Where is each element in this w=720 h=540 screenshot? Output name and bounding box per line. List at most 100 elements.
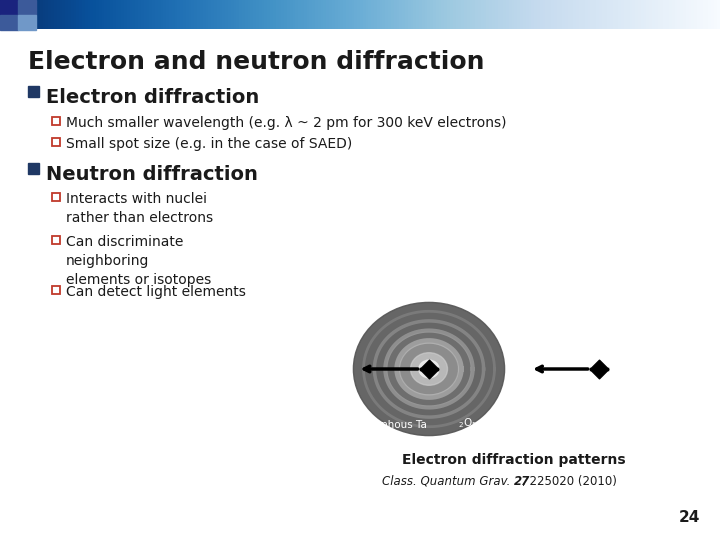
Point [538, 357, 549, 366]
Point [617, 344, 629, 353]
Text: Small spot size (e.g. in the case of SAED): Small spot size (e.g. in the case of SAE… [66, 137, 352, 151]
Text: Crystalline Ta: Crystalline Ta [523, 420, 593, 430]
Point [601, 316, 613, 325]
Text: (b): (b) [522, 304, 534, 313]
Text: Electron diffraction patterns: Electron diffraction patterns [402, 453, 626, 467]
Point [617, 428, 629, 436]
Text: Amorphous Ta: Amorphous Ta [354, 420, 427, 430]
Bar [0, 0, 18, 15]
Point [617, 414, 629, 422]
Point [554, 414, 565, 422]
Text: 27: 27 [514, 475, 530, 488]
Point [633, 357, 644, 366]
Point [617, 372, 629, 380]
Point [570, 428, 581, 436]
Bar [52, 236, 60, 244]
Point [593, 364, 605, 373]
Point [617, 357, 629, 366]
Circle shape [370, 317, 488, 421]
Text: , 225020 (2010): , 225020 (2010) [522, 475, 617, 488]
Point [601, 372, 613, 380]
Point [522, 357, 534, 366]
Point [665, 386, 676, 394]
Bar [18, 15, 36, 30]
Point [617, 302, 629, 310]
Point [633, 344, 644, 353]
Circle shape [419, 360, 439, 378]
Point [585, 372, 597, 380]
Point [570, 386, 581, 394]
Point [522, 386, 534, 394]
Text: Class. Quantum Grav.: Class. Quantum Grav. [382, 475, 514, 488]
Point [585, 386, 597, 394]
Text: Can discriminate
neighboring
elements or isotopes: Can discriminate neighboring elements or… [66, 235, 211, 287]
Point [554, 372, 565, 380]
Point [649, 330, 660, 339]
Text: Electron diffraction: Electron diffraction [46, 88, 259, 107]
Point [649, 357, 660, 366]
Point [554, 400, 565, 408]
Point [585, 344, 597, 353]
Point [554, 344, 565, 353]
Point [554, 330, 565, 339]
Point [570, 372, 581, 380]
Bar [18, 0, 36, 15]
Circle shape [387, 332, 471, 406]
Point [649, 344, 660, 353]
Point [617, 400, 629, 408]
Text: Electron and neutron diffraction: Electron and neutron diffraction [28, 50, 485, 74]
Point [570, 414, 581, 422]
Point [538, 344, 549, 353]
Point [585, 357, 597, 366]
Bar [28, 86, 39, 97]
Point [522, 344, 534, 353]
Point [601, 414, 613, 422]
Point [593, 364, 605, 373]
Point [554, 316, 565, 325]
Text: $_2$O$_5$: $_2$O$_5$ [459, 416, 477, 430]
Point [570, 344, 581, 353]
Point [649, 372, 660, 380]
Text: (a): (a) [352, 304, 364, 313]
Bar [28, 163, 39, 174]
Point [601, 330, 613, 339]
Point [585, 302, 597, 310]
Text: Can detect light elements: Can detect light elements [66, 285, 246, 299]
Point [601, 302, 613, 310]
Point [585, 428, 597, 436]
Point [601, 357, 613, 366]
Bar [52, 286, 60, 294]
Point [585, 330, 597, 339]
Text: Much smaller wavelength (e.g. λ ~ 2 pm for 300 keV electrons): Much smaller wavelength (e.g. λ ~ 2 pm f… [66, 116, 506, 130]
Point [570, 357, 581, 366]
Point [665, 372, 676, 380]
Point [601, 344, 613, 353]
Point [538, 400, 549, 408]
Point [633, 386, 644, 394]
Bar [52, 117, 60, 125]
Bar [52, 193, 60, 201]
Point [601, 428, 613, 436]
Point [601, 386, 613, 394]
Circle shape [410, 353, 448, 385]
Text: 24: 24 [679, 510, 700, 525]
Circle shape [400, 343, 459, 395]
Point [423, 364, 435, 373]
Point [617, 330, 629, 339]
Circle shape [354, 302, 505, 436]
Point [522, 372, 534, 380]
Circle shape [425, 365, 433, 373]
Point [633, 372, 644, 380]
Bar [52, 138, 60, 146]
Point [649, 400, 660, 408]
Point [570, 400, 581, 408]
Point [570, 302, 581, 310]
Point [649, 386, 660, 394]
Bar [0, 15, 18, 30]
Point [633, 316, 644, 325]
Point [538, 386, 549, 394]
Point [585, 316, 597, 325]
Point [633, 414, 644, 422]
Text: $_2$O$_5$: $_2$O$_5$ [636, 416, 656, 430]
Text: Interacts with nuclei
rather than electrons: Interacts with nuclei rather than electr… [66, 192, 213, 225]
